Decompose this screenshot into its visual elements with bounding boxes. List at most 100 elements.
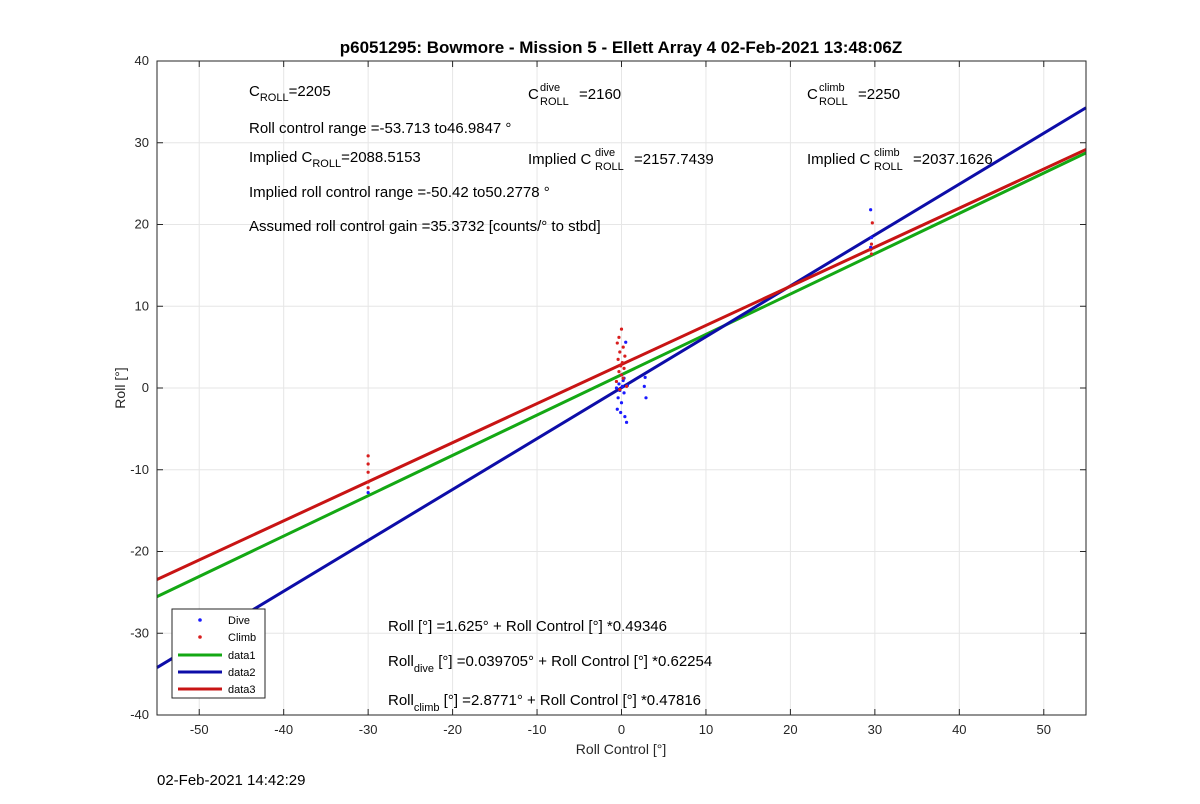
equation-dive-sub: dive [414,663,434,675]
data-point-dive [624,340,628,344]
x-tick-label: -10 [528,722,547,737]
equation-climb-pre: Roll [388,692,414,709]
equation-dive-pre: Roll [388,653,414,670]
c-roll-climb-sub: ROLL [819,96,848,108]
implied-c-roll-pre: Implied C [249,149,313,166]
x-tick-label: -50 [190,722,209,737]
y-tick-label: -20 [130,544,149,559]
c-roll-dive-sup: dive [540,82,560,94]
x-tick-label: 20 [783,722,797,737]
c-roll-dive-main: C [528,86,539,103]
data-point-dive [616,396,620,400]
implied-c-roll-sub: ROLL [312,158,341,170]
chart-title: p6051295: Bowmore - Mission 5 - Ellett A… [340,38,903,57]
x-tick-label: -20 [443,722,462,737]
y-tick-label: -40 [130,707,149,722]
implied-c-roll-value: =2088.5153 [341,149,421,166]
c-roll-annotation: CROLL=2205 [249,83,331,104]
legend-climb-label: Climb [228,632,256,644]
data-point-dive [624,420,629,424]
data-point-climb [869,248,873,252]
data-point-climb [615,341,619,345]
data-point-dive [644,396,648,400]
data-point-climb [622,366,626,370]
roll-range-annotation: Roll control range =-53.713 to46.9847 ° [249,120,511,137]
y-tick-label: 10 [135,298,149,313]
x-tick-label: 30 [868,722,882,737]
data-point-climb [616,357,620,361]
legend-data3-label: data3 [228,684,256,696]
legend: Dive Climb data1 data2 data3 [171,608,266,699]
data-point-climb [366,462,370,466]
c-roll-climb-main: C [807,86,818,103]
data-point-dive [642,384,646,388]
data-point-dive [615,407,619,411]
data-point-climb [621,345,625,349]
y-tick-label: 30 [135,135,149,150]
c-roll-dive-sub: ROLL [540,96,569,108]
c-roll-dive-value: =2160 [579,86,621,103]
data-point-dive [623,415,627,419]
equation-climb-post: [°] =2.8771° + Roll Control [°] *0.47816 [440,692,702,709]
implied-range-annotation: Implied roll control range =-50.42 to50.… [249,184,550,201]
legend-data1-label: data1 [228,650,256,662]
implied-c-roll-climb-value: =2037.1626 [913,151,993,168]
data-point-dive [614,386,619,390]
implied-c-roll-dive-sup: dive [595,147,615,159]
legend-dive-marker [198,618,202,622]
legend-data2-label: data2 [228,667,256,679]
c-roll-dive-annotation: C [528,86,539,103]
data-point-climb [623,354,627,358]
data-point-climb [619,327,624,331]
y-tick-label: -30 [130,625,149,640]
y-tick-label: 40 [135,53,149,68]
y-tick-label: 0 [142,380,149,395]
data-point-dive [621,379,625,383]
implied-c-roll-dive-sub: ROLL [595,161,624,173]
c-roll-main: C [249,83,260,100]
data-point-climb [617,370,621,374]
data-point-dive [617,382,621,386]
data-point-climb [869,242,874,246]
implied-c-roll-annotation: Implied CROLL=2088.5153 [249,149,421,170]
data-point-climb [366,480,370,484]
x-tick-label: -30 [359,722,378,737]
x-tick-label: -40 [274,722,293,737]
data-point-dive [869,208,873,212]
data-point-dive [643,375,647,379]
c-roll-sub: ROLL [260,92,289,104]
data-point-climb [620,361,624,365]
data-point-climb [618,388,622,392]
data-point-climb [619,364,623,368]
data-point-dive [622,391,626,395]
implied-c-roll-dive-pre: Implied C [528,151,592,168]
x-tick-label: 40 [952,722,966,737]
data-point-climb [366,454,370,458]
data-point-climb [624,384,629,388]
c-roll-value: =2205 [289,83,331,100]
implied-c-roll-dive-value: =2157.7439 [634,151,714,168]
x-tick-label: 50 [1037,722,1051,737]
equation-climb-sub: climb [414,702,440,714]
data-point-climb [870,221,874,225]
footer-timestamp: 02-Feb-2021 14:42:29 [157,772,306,789]
data-point-climb [621,376,625,380]
legend-dive-label: Dive [228,615,250,627]
y-tick-label: 20 [135,217,149,232]
c-roll-climb-sup: climb [819,82,845,94]
gain-annotation: Assumed roll control gain =35.3732 [coun… [249,218,601,235]
data-point-dive [619,410,623,415]
legend-climb-marker [198,635,202,639]
x-axis-label: Roll Control [°] [576,741,666,757]
data-point-climb [619,373,624,377]
x-tick-label: 10 [699,722,713,737]
equation-climb: Rollclimb [°] =2.8771° + Roll Control [°… [388,692,701,714]
c-roll-climb-annotation: C [807,86,818,103]
fit-line-data3 [156,148,1087,581]
data-point-climb [617,335,621,339]
c-roll-climb-value: =2250 [858,86,900,103]
data-point-dive [869,245,873,249]
y-axis-label: Roll [°] [112,367,128,408]
equation-dive: Rolldive [°] =0.039705° + Roll Control [… [388,653,712,675]
